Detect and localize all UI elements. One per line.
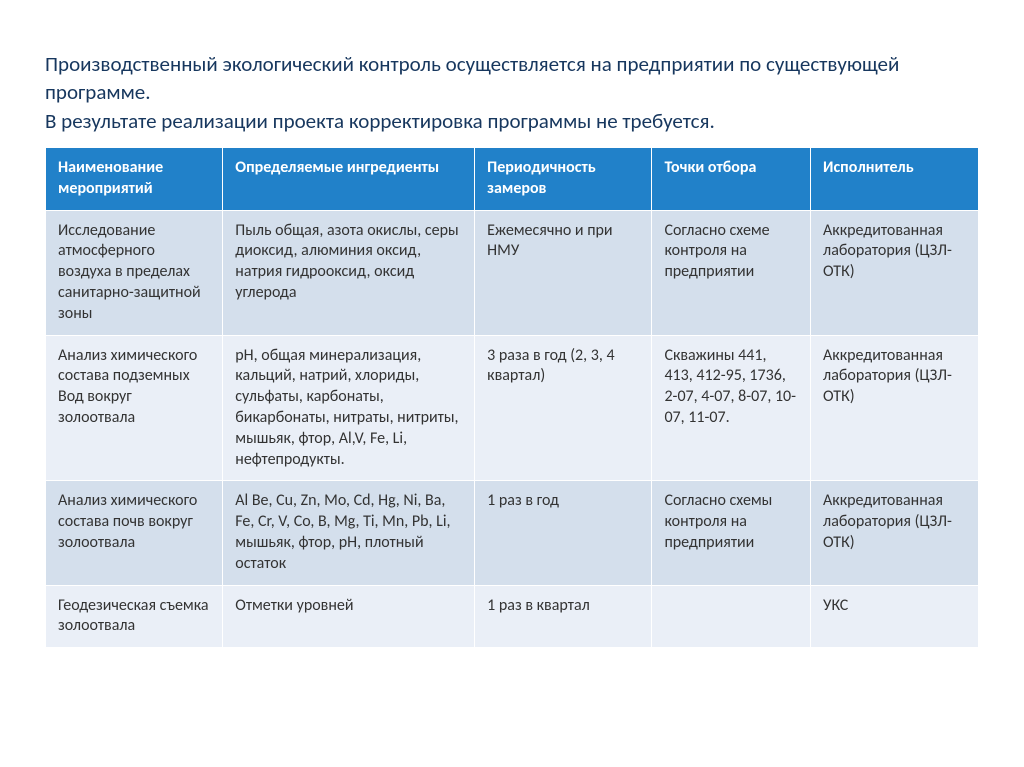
cell: Ежемесячно и при НМУ [475, 210, 652, 335]
control-table: Наименование мероприятий Определяемые ин… [45, 147, 979, 648]
table-row: Анализ химического состава почв вокруг з… [46, 481, 979, 585]
cell: Отметки уровней [223, 585, 475, 648]
cell: 1 раз в год [475, 481, 652, 585]
table-header-row: Наименование мероприятий Определяемые ин… [46, 148, 979, 211]
col-header: Точки отбора [652, 148, 811, 211]
cell: Пыль общая, азота окислы, серы диоксид, … [223, 210, 475, 335]
cell: Анализ химического состава почв вокруг з… [46, 481, 223, 585]
cell: Аккредитованная лаборатория (ЦЗЛ-ОТК) [811, 210, 979, 335]
cell: Al Be, Cu, Zn, Mo, Cd, Hg, Ni, Ba, Fe, C… [223, 481, 475, 585]
cell: 3 раза в год (2, 3, 4 квартал) [475, 335, 652, 481]
cell: pH, общая минерализация, кальций, натрий… [223, 335, 475, 481]
col-header: Определяемые ингредиенты [223, 148, 475, 211]
cell: Аккредитованная лаборатория (ЦЗЛ-ОТК) [811, 481, 979, 585]
cell: Согласно схеме контроля на предприятии [652, 210, 811, 335]
slide-title: Производственный экологический контроль … [45, 50, 979, 135]
cell: Аккредитованная лаборатория (ЦЗЛ-ОТК) [811, 335, 979, 481]
col-header: Наименование мероприятий [46, 148, 223, 211]
cell: Согласно схемы контроля на предприятии [652, 481, 811, 585]
cell: УКС [811, 585, 979, 648]
cell: Исследование атмосферного воздуха в пред… [46, 210, 223, 335]
cell: Скважины 441, 413, 412-95, 1736, 2-07, 4… [652, 335, 811, 481]
col-header: Периодичность замеров [475, 148, 652, 211]
cell: 1 раз в квартал [475, 585, 652, 648]
cell: Анализ химического состава подземных Вод… [46, 335, 223, 481]
cell: Геодезическая съемка золоотвала [46, 585, 223, 648]
table-row: Геодезическая съемка золоотвала Отметки … [46, 585, 979, 648]
col-header: Исполнитель [811, 148, 979, 211]
cell [652, 585, 811, 648]
table-row: Анализ химического состава подземных Вод… [46, 335, 979, 481]
table-row: Исследование атмосферного воздуха в пред… [46, 210, 979, 335]
